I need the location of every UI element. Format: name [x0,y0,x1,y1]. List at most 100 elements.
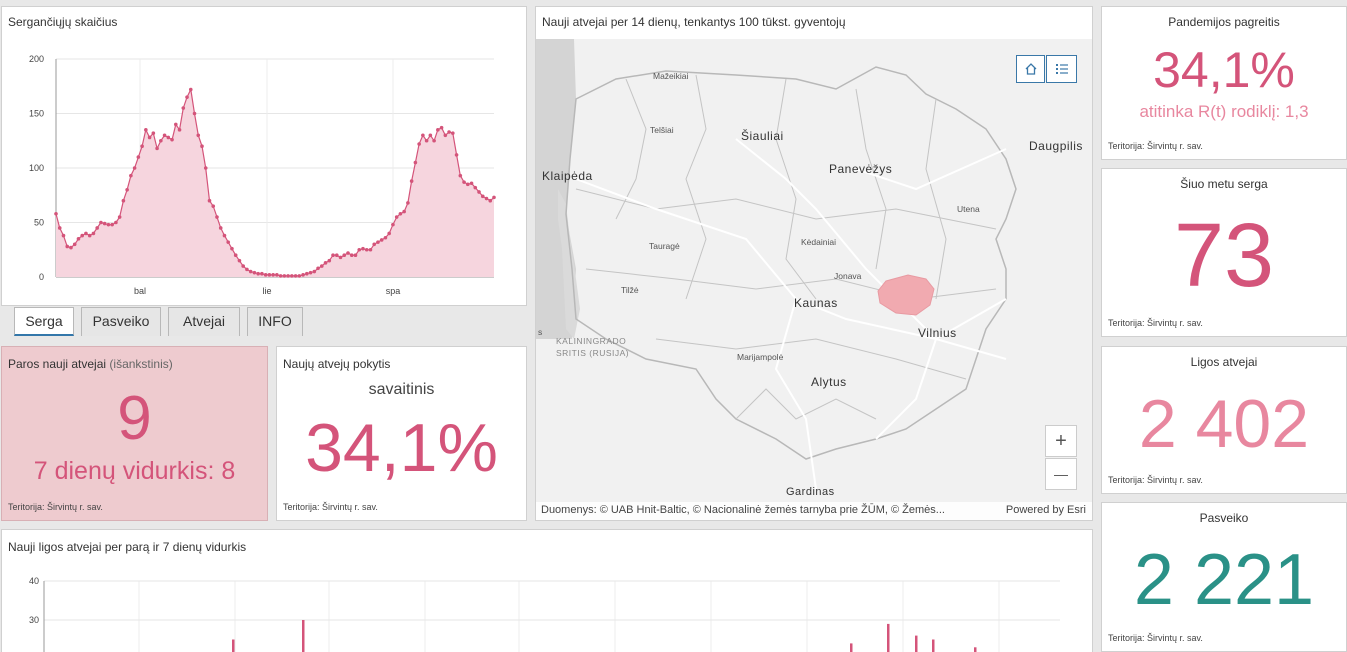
data-point[interactable] [473,185,478,190]
data-point[interactable] [76,237,81,241]
data-point[interactable] [140,144,144,148]
data-point[interactable] [69,245,73,250]
data-point[interactable] [207,198,212,203]
data-point[interactable] [132,166,137,170]
data-point[interactable] [87,233,92,238]
data-point[interactable] [391,222,395,227]
bar[interactable] [887,623,890,652]
data-point[interactable] [349,253,354,257]
bar[interactable] [232,639,235,652]
powered-by-esri[interactable]: Powered by Esri [1005,504,1086,516]
data-point[interactable] [256,271,260,276]
data-point[interactable] [241,264,245,268]
data-point[interactable] [233,253,238,257]
data-point[interactable] [263,273,268,277]
data-point[interactable] [218,226,223,230]
data-point[interactable] [379,238,384,242]
data-point[interactable] [275,273,279,277]
data-point[interactable] [166,135,171,140]
data-point[interactable] [409,179,414,183]
data-point[interactable] [136,155,141,159]
data-point[interactable] [402,209,406,214]
data-point[interactable] [492,195,496,200]
tab-serga[interactable]: Serga [14,307,74,336]
legend-button[interactable] [1046,55,1077,83]
data-point[interactable] [181,106,186,110]
data-point[interactable] [462,180,466,184]
data-point[interactable] [65,244,70,249]
data-point[interactable] [394,215,399,219]
data-point[interactable] [432,138,436,143]
data-point[interactable] [436,128,440,132]
data-point[interactable] [222,233,227,238]
data-point[interactable] [465,182,470,187]
data-point[interactable] [54,211,58,216]
data-point[interactable] [361,246,365,251]
data-point[interactable] [159,138,163,143]
data-point[interactable] [192,111,197,116]
data-point[interactable] [260,271,264,276]
data-point[interactable] [417,142,421,146]
bar[interactable] [850,643,853,652]
data-point[interactable] [226,240,231,244]
data-point[interactable] [185,95,189,99]
data-point[interactable] [334,253,339,257]
data-point[interactable] [290,274,294,278]
data-point[interactable] [151,131,156,135]
data-point[interactable] [188,87,193,92]
data-point[interactable] [57,226,62,230]
data-point[interactable] [248,269,253,274]
data-point[interactable] [342,253,347,257]
data-point[interactable] [338,255,343,260]
data-point[interactable] [458,173,463,178]
data-point[interactable] [447,130,451,134]
data-point[interactable] [424,138,429,143]
data-point[interactable] [121,198,126,203]
data-point[interactable] [215,215,219,219]
data-point[interactable] [454,153,459,157]
data-point[interactable] [364,247,369,252]
data-point[interactable] [84,231,88,236]
data-point[interactable] [372,242,377,247]
data-point[interactable] [147,135,152,140]
tab-atvejai[interactable]: Atvejai [168,307,240,336]
zoom-in-button[interactable]: + [1045,425,1077,457]
map-canvas[interactable] [536,39,1093,521]
data-point[interactable] [312,269,317,274]
home-button[interactable] [1016,55,1045,83]
data-point[interactable] [308,270,313,275]
data-point[interactable] [368,247,373,252]
data-point[interactable] [129,173,133,178]
data-point[interactable] [413,160,418,165]
data-point[interactable] [91,231,96,236]
data-point[interactable] [406,201,410,205]
data-point[interactable] [237,258,242,263]
data-point[interactable] [106,222,111,227]
data-point[interactable] [155,146,159,151]
data-point[interactable] [267,273,272,277]
data-point[interactable] [230,246,234,251]
data-point[interactable] [346,251,350,255]
data-point[interactable] [170,137,174,142]
data-point[interactable] [95,226,99,230]
data-point[interactable] [117,215,122,219]
data-point[interactable] [72,242,77,247]
data-point[interactable] [99,220,103,225]
data-point[interactable] [282,274,287,278]
data-point[interactable] [278,274,283,278]
data-point[interactable] [451,131,455,135]
data-point[interactable] [480,194,485,199]
data-point[interactable] [469,181,474,186]
data-point[interactable] [421,133,425,138]
data-point[interactable] [245,267,249,272]
data-point[interactable] [162,133,167,138]
data-point[interactable] [200,144,204,148]
data-point[interactable] [110,222,114,227]
data-point[interactable] [80,233,85,238]
zoom-out-button[interactable]: — [1045,458,1077,490]
data-point[interactable] [301,273,305,277]
data-point[interactable] [357,247,362,252]
data-point[interactable] [383,235,388,240]
data-point[interactable] [387,231,391,236]
data-point[interactable] [428,133,433,138]
